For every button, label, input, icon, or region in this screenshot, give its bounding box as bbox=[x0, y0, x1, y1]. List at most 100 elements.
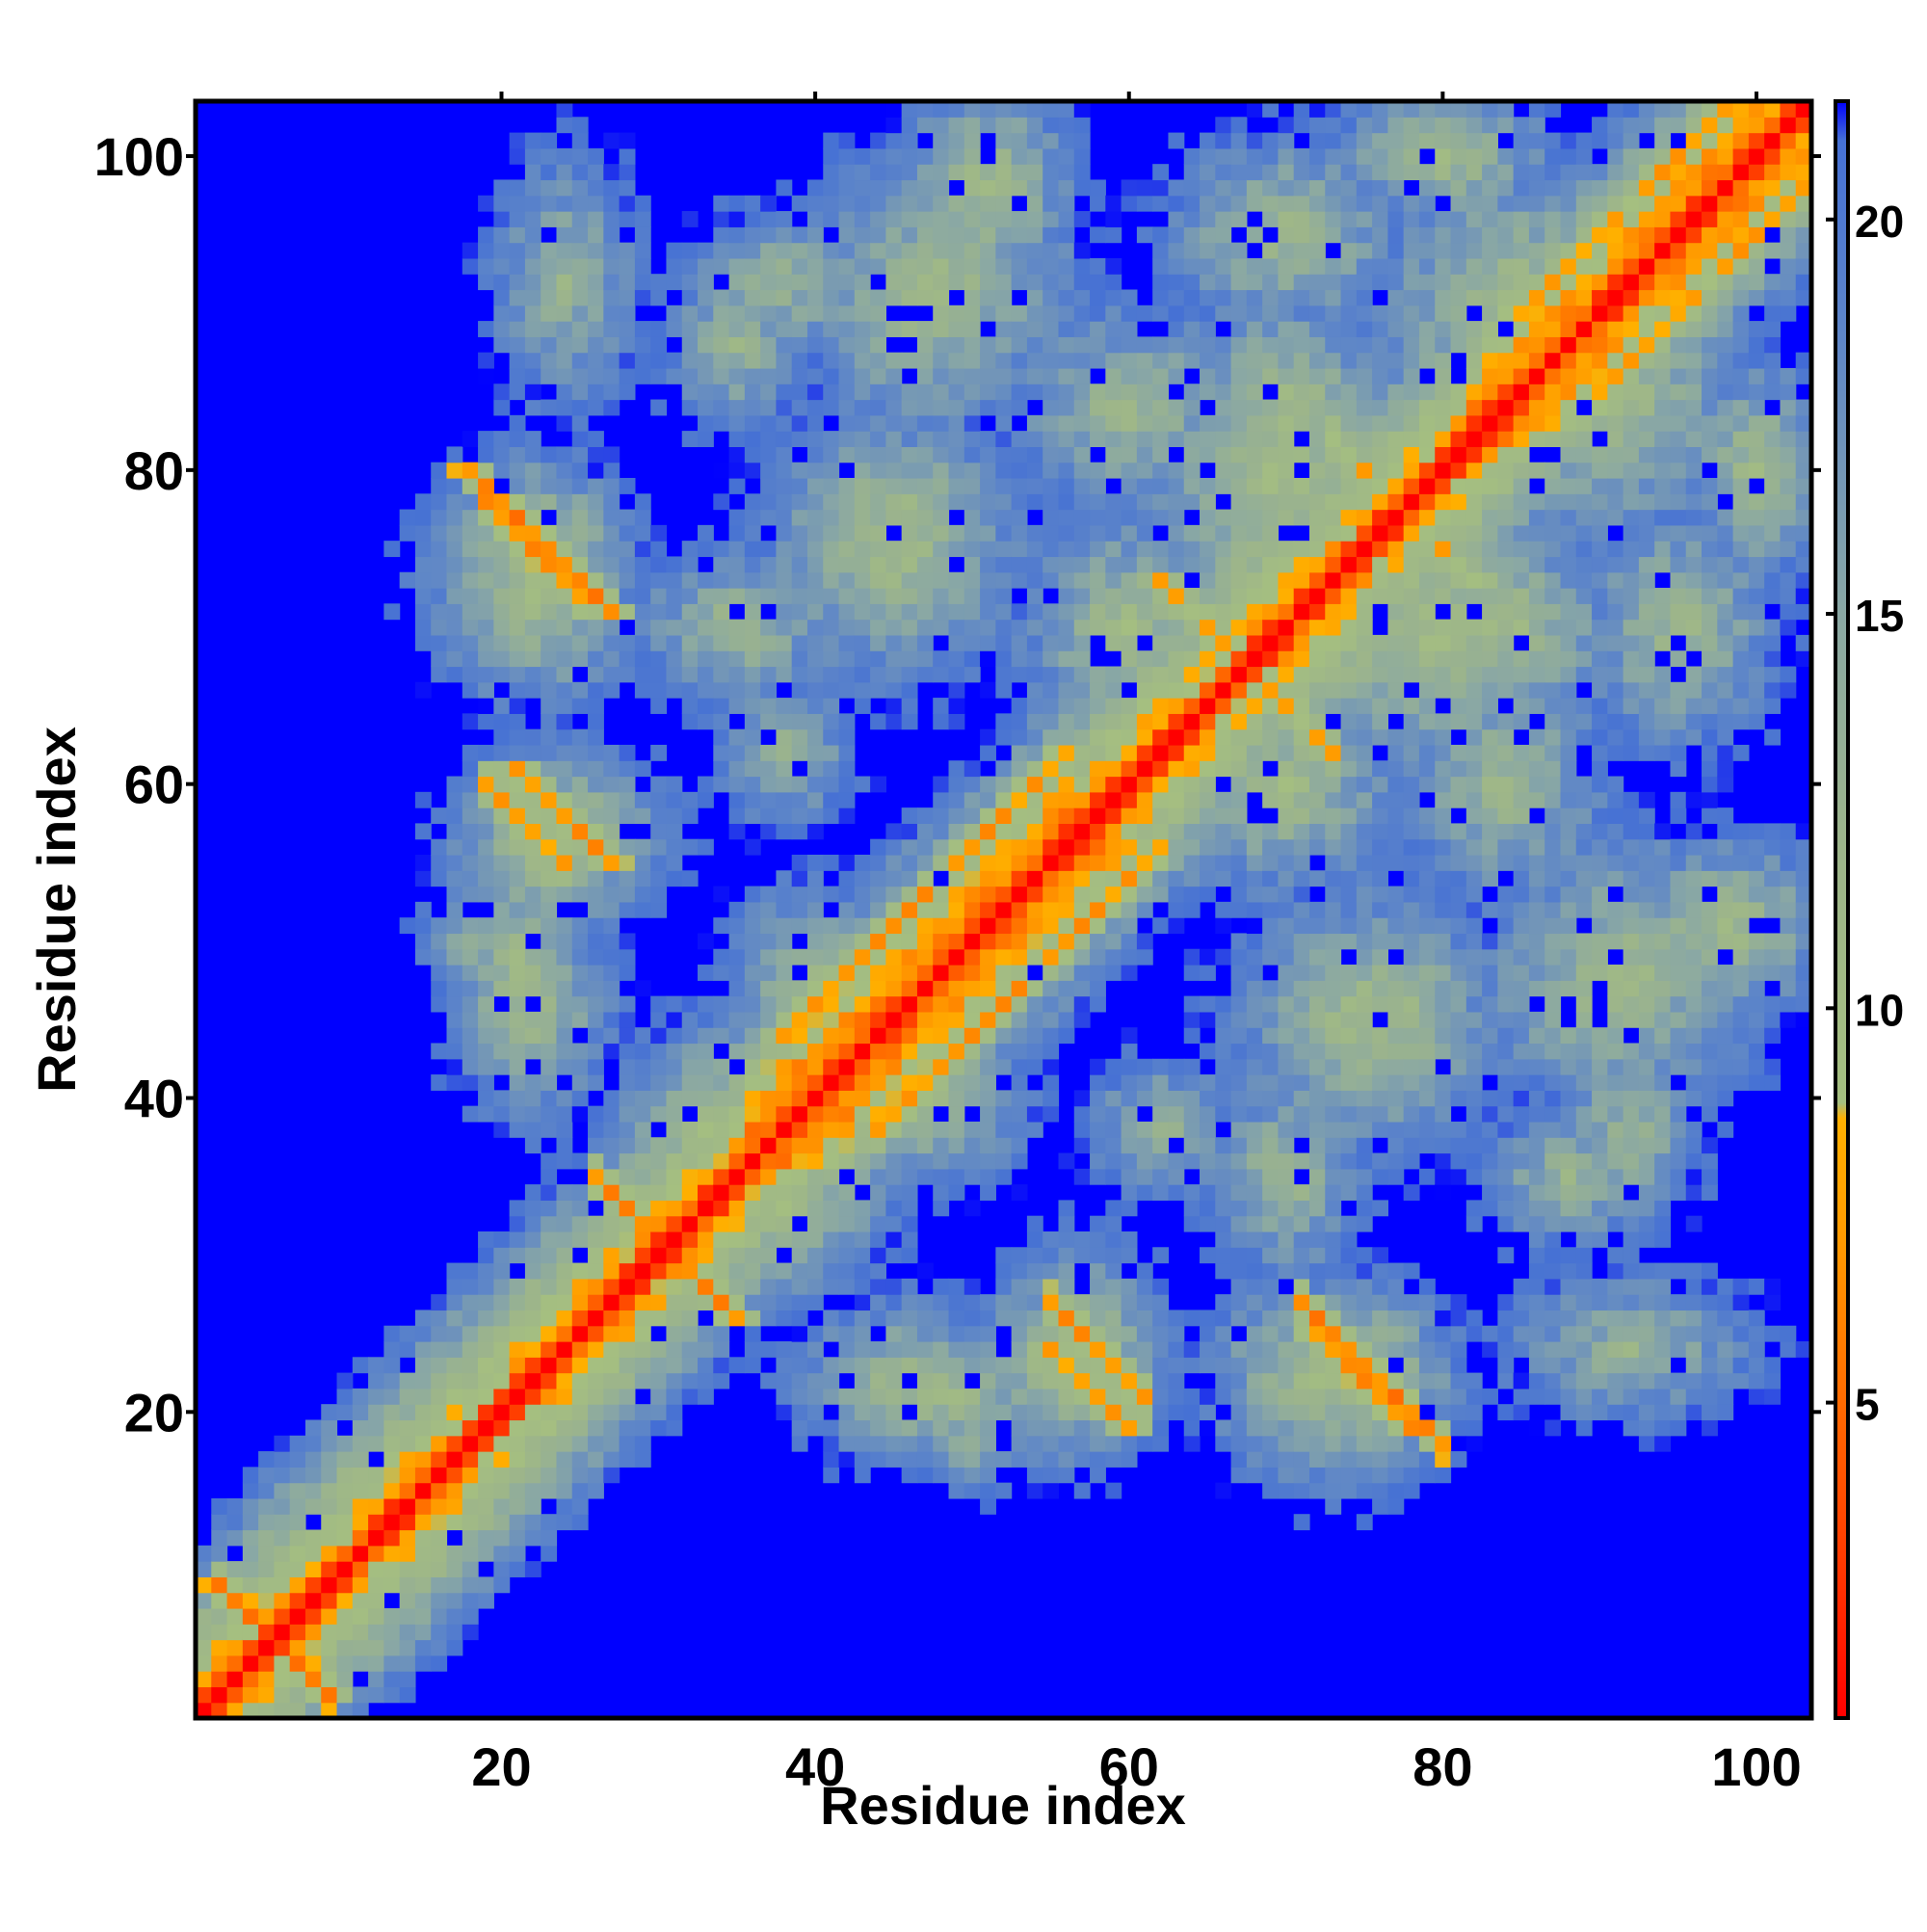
heatmap-cell bbox=[838, 1027, 856, 1045]
heatmap-cell bbox=[980, 431, 996, 448]
heatmap-cell bbox=[885, 933, 903, 950]
heatmap-cell bbox=[619, 571, 636, 589]
heatmap-cell bbox=[226, 1529, 244, 1547]
heatmap-cell bbox=[431, 1607, 448, 1625]
heatmap-cell bbox=[980, 1121, 996, 1138]
heatmap-cell bbox=[901, 289, 918, 306]
heatmap-cell bbox=[414, 634, 432, 651]
heatmap-cell bbox=[493, 1561, 511, 1577]
heatmap-cell bbox=[823, 1090, 840, 1107]
heatmap-cell bbox=[1215, 1482, 1232, 1499]
heatmap-cell bbox=[1325, 901, 1342, 918]
heatmap-cell bbox=[1308, 1027, 1326, 1045]
heatmap-cell bbox=[1026, 257, 1043, 275]
heatmap-cell bbox=[493, 195, 511, 212]
heatmap-cell bbox=[1058, 917, 1075, 935]
heatmap-cell bbox=[728, 619, 746, 636]
heatmap-cell bbox=[1168, 571, 1185, 589]
heatmap-cell bbox=[1325, 1011, 1342, 1028]
heatmap-cell bbox=[681, 1294, 699, 1311]
heatmap-cell bbox=[399, 1624, 416, 1641]
heatmap-cell bbox=[1168, 744, 1185, 761]
heatmap-cell bbox=[980, 446, 996, 463]
heatmap-cell bbox=[995, 1310, 1013, 1327]
heatmap-cell bbox=[901, 1200, 918, 1217]
heatmap-cell bbox=[806, 399, 824, 416]
heatmap-cell bbox=[1090, 965, 1106, 981]
heatmap-cell bbox=[1200, 603, 1216, 621]
heatmap-cell bbox=[964, 760, 981, 778]
heatmap-cell bbox=[399, 1482, 416, 1499]
heatmap-cell bbox=[1325, 117, 1342, 134]
heatmap-cell bbox=[933, 713, 950, 730]
heatmap-cell bbox=[603, 1121, 620, 1138]
heatmap-cell bbox=[1340, 117, 1358, 134]
heatmap-cell bbox=[681, 713, 699, 730]
heatmap-cell bbox=[980, 1325, 996, 1342]
heatmap-cell bbox=[1105, 1325, 1122, 1342]
heatmap-cell bbox=[1308, 509, 1326, 526]
heatmap-cell bbox=[744, 1105, 761, 1123]
heatmap-cell bbox=[352, 1561, 369, 1577]
heatmap-cell bbox=[1372, 1278, 1388, 1295]
heatmap-cell bbox=[226, 1639, 244, 1656]
heatmap-cell bbox=[1340, 760, 1358, 778]
heatmap-cell bbox=[509, 226, 526, 244]
heatmap-cell bbox=[1011, 431, 1028, 448]
heatmap-cell bbox=[1136, 1310, 1153, 1327]
heatmap-cell bbox=[1090, 1435, 1106, 1452]
heatmap-cell bbox=[1011, 1262, 1028, 1280]
heatmap-cell bbox=[1308, 1388, 1326, 1405]
heatmap-cell bbox=[776, 1388, 793, 1405]
heatmap-cell bbox=[838, 1388, 856, 1405]
heatmap-cell bbox=[1372, 242, 1388, 259]
heatmap-cell bbox=[1230, 462, 1248, 479]
heatmap-cell bbox=[1340, 384, 1358, 401]
heatmap-cell bbox=[1121, 1419, 1138, 1437]
heatmap-cell bbox=[1058, 367, 1075, 384]
heatmap-cell bbox=[1387, 650, 1405, 668]
heatmap-cell bbox=[634, 367, 651, 384]
heatmap-cell bbox=[1026, 367, 1043, 384]
heatmap-cell bbox=[964, 1325, 981, 1342]
heatmap-cell bbox=[242, 1686, 259, 1704]
heatmap-cell bbox=[493, 541, 511, 558]
heatmap-cell bbox=[806, 1168, 824, 1185]
heatmap-cell bbox=[823, 666, 840, 683]
heatmap-cell bbox=[1262, 1027, 1280, 1045]
heatmap-cell bbox=[948, 226, 965, 244]
heatmap-cell bbox=[196, 1702, 212, 1719]
heatmap-cell bbox=[1073, 101, 1091, 118]
heatmap-cell bbox=[1372, 352, 1388, 369]
heatmap-cell bbox=[1403, 1294, 1420, 1311]
heatmap-cell bbox=[336, 1388, 354, 1405]
heatmap-cell bbox=[1308, 728, 1326, 746]
heatmap-cell bbox=[1058, 1231, 1075, 1248]
heatmap-cell bbox=[854, 1419, 871, 1437]
heatmap-cell bbox=[462, 1011, 479, 1028]
heatmap-cell bbox=[1043, 1467, 1060, 1484]
heatmap-cell bbox=[870, 336, 886, 354]
heatmap-cell bbox=[258, 1451, 276, 1468]
heatmap-cell bbox=[806, 965, 824, 981]
heatmap-cell bbox=[1278, 1262, 1295, 1280]
heatmap-cell bbox=[1293, 242, 1310, 259]
heatmap-cell bbox=[368, 1671, 384, 1688]
heatmap-cell bbox=[948, 823, 965, 840]
heatmap-cell bbox=[1308, 698, 1326, 714]
heatmap-cell bbox=[870, 901, 886, 918]
heatmap-cell bbox=[995, 980, 1013, 997]
heatmap-cell bbox=[1230, 195, 1248, 212]
heatmap-cell bbox=[1200, 304, 1216, 322]
heatmap-cell bbox=[571, 634, 589, 651]
heatmap-cell bbox=[681, 352, 699, 369]
heatmap-cell bbox=[713, 603, 730, 621]
heatmap-cell bbox=[791, 807, 808, 824]
heatmap-cell bbox=[776, 619, 793, 636]
heatmap-cell bbox=[1278, 1011, 1295, 1028]
heatmap-cell bbox=[1152, 1058, 1170, 1075]
heatmap-cell bbox=[352, 1497, 369, 1515]
heatmap-cell bbox=[462, 509, 479, 526]
heatmap-cell bbox=[588, 886, 604, 903]
heatmap-cell bbox=[916, 1325, 934, 1342]
